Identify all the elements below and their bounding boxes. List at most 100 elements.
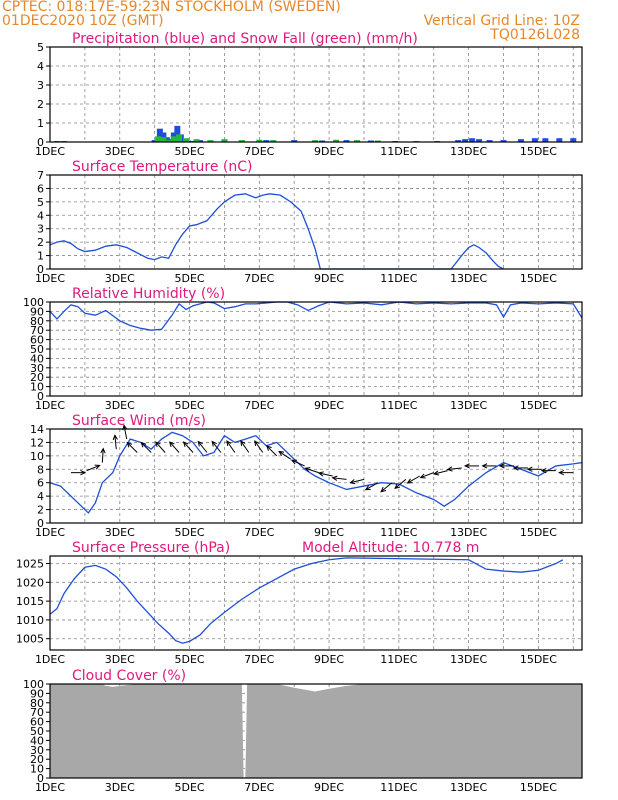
precip-bar [455,140,462,142]
y-tick-label: 7 [37,169,44,182]
wind-arrow-shaft [420,472,434,479]
precip-bar [319,140,326,142]
wind-arrow-head [419,473,426,479]
y-tick-label: 6 [37,182,44,195]
wind-arrow-head [394,483,401,490]
wind-arrows [70,424,574,493]
wind-arrow-shaft [114,435,117,450]
y-tick-label: 30 [30,744,44,757]
panel-title: Surface Temperature (nC) [72,159,253,175]
panel-3: Relative Humidity (%) 0102030405060708090… [23,286,583,412]
y-tick-label: 0 [37,136,44,149]
cloud-cover-area [50,684,582,778]
x-tick-label: 11DEC [380,399,417,412]
wind-arrow-head [168,441,175,448]
precip-bar [542,138,549,142]
precip-bar [156,128,163,142]
precip-bar [469,138,476,142]
wind-arrow-head [290,459,297,465]
precip-bar [486,140,493,142]
x-tick-label: 7DEC [244,145,274,158]
y-tick-label: 100 [23,296,44,309]
wind-arrow-shaft [169,441,180,453]
x-tick-label: 7DEC [244,526,274,539]
wind-arrow-head [140,441,147,448]
precip-bar [367,140,374,142]
wind-arrow-shaft [266,445,278,457]
y-tick-label: 1 [37,250,44,263]
wind-arrow-head [266,445,272,451]
wind-arrow-shaft [380,482,393,493]
wind-arrow-shaft [332,477,347,480]
y-tick-label: 0 [37,772,44,785]
wind-arrow-shaft [86,464,100,472]
wind-arrow-head [512,465,519,471]
wind-arrow-head [304,467,311,473]
panels: Precipitation (blue) and Snow Fall (gree… [16,31,583,794]
precip-bar [151,140,158,142]
wind-arrow-head [226,440,232,447]
x-tick-label: 5DEC [174,653,204,666]
snow-bar [256,139,263,142]
snow-bar [170,136,177,142]
wind-arrow-shaft [240,440,250,453]
wind-arrow-shaft [197,441,208,453]
panel-subtitle: Model Altitude: 10.778 m [302,540,479,556]
x-tick-label: 9DEC [314,272,344,285]
x-tick-label: 5DEC [174,526,204,539]
series-line [49,193,504,270]
y-tick-label: 10 [30,763,44,776]
wind-arrow-head [154,441,161,448]
y-tick-label: 0 [37,390,44,403]
snow-bar [176,134,183,142]
wind-arrow-shaft [254,440,264,453]
wind-arrow-shaft [123,425,128,440]
x-tick-label: 7DEC [244,399,274,412]
snow-bar [353,140,360,142]
y-tick-label: 60 [30,334,44,347]
wind-arrow-shaft [350,478,365,484]
wind-arrow-head [364,485,371,491]
y-tick-label: 0 [37,263,44,276]
wind-arrow-head [481,463,488,469]
x-tick-label: 5DEC [174,781,204,794]
panel-title: Cloud Cover (%) [72,668,186,684]
panel-title: Precipitation (blue) and Snow Fall (gree… [72,31,418,47]
y-tick-label: 3 [37,79,44,92]
snow-bar [155,136,162,142]
y-tick-label: 20 [30,753,44,766]
wind-arrow-head [240,440,246,447]
x-tick-label: 5DEC [174,145,204,158]
x-tick-label: 1DEC [35,526,65,539]
y-tick-label: 10 [30,381,44,394]
precip-bar [291,140,298,142]
x-tick-label: 13DEC [450,272,487,285]
x-tick-label: 13DEC [450,399,487,412]
wind-arrow-shaft [183,441,194,453]
precip-bar [163,137,170,142]
wind-arrow-head [526,466,533,472]
x-tick-label: 3DEC [105,653,135,666]
snow-bar [333,139,340,142]
wind-arrow-head [254,440,260,447]
x-tick-label: 11DEC [380,653,417,666]
series-line [49,301,583,331]
precip-bar [570,138,577,142]
y-tick-label: 1015 [16,595,44,608]
y-tick-label: 70 [30,324,44,337]
y-tick-label: 5 [37,41,44,54]
precip-bar [556,138,563,142]
precip-bar [197,140,204,142]
x-tick-label: 3DEC [105,145,135,158]
y-tick-label: 30 [30,362,44,375]
wind-arrow-head [558,470,564,476]
snow-bar [221,139,228,142]
x-tick-label: 3DEC [105,399,135,412]
x-tick-label: 9DEC [314,653,344,666]
x-tick-label: 7DEC [244,653,274,666]
x-tick-label: 3DEC [105,272,135,285]
y-tick-label: 1010 [16,614,44,627]
precip-bar [462,139,469,142]
panel-frame [49,301,583,397]
